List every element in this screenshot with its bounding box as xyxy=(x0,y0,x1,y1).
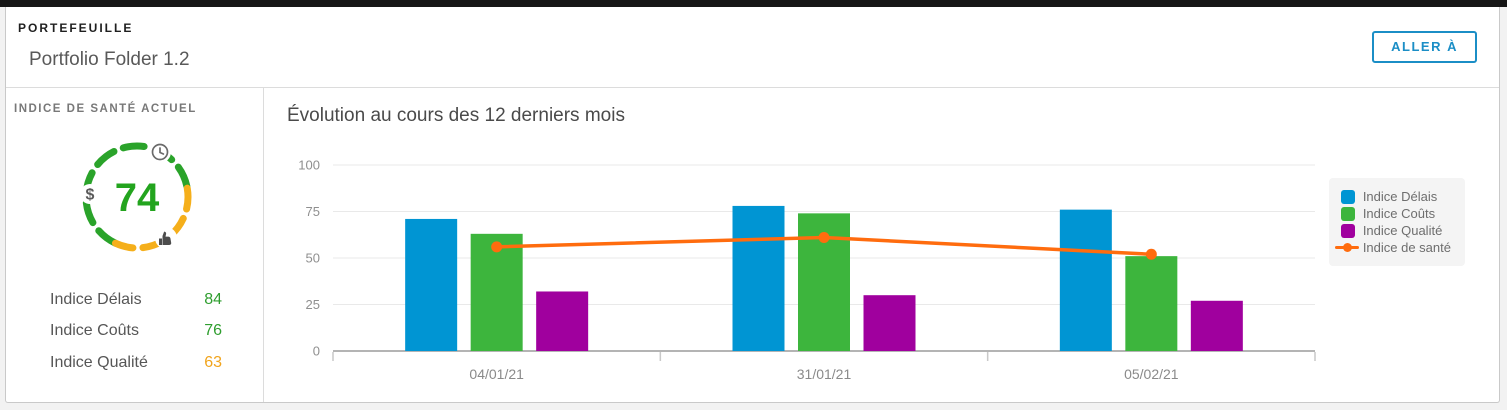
index-value: 84 xyxy=(204,290,222,308)
y-axis-label: 100 xyxy=(298,158,320,173)
widget-content: INDICE DE SANTÉ ACTUEL $ xyxy=(6,87,1499,402)
legend-swatch-green xyxy=(1340,206,1355,221)
bar[interactable] xyxy=(1190,300,1243,351)
line-point[interactable] xyxy=(491,241,503,253)
index-value: 63 xyxy=(204,353,222,371)
legend-label: Indice Coûts xyxy=(1362,206,1436,221)
legend-swatch-purple xyxy=(1340,223,1355,238)
y-axis-label: 0 xyxy=(313,344,320,359)
bar[interactable] xyxy=(405,218,458,351)
health-panel: INDICE DE SANTÉ ACTUEL $ xyxy=(6,88,264,402)
chart-panel: Évolution au cours des 12 derniers mois … xyxy=(264,88,1499,402)
line-point[interactable] xyxy=(1145,248,1157,260)
bar[interactable] xyxy=(1059,209,1112,351)
page-title: Portfolio Folder 1.2 xyxy=(29,49,190,70)
index-label: Indice Qualité xyxy=(50,353,148,371)
legend-label: Indice Qualité xyxy=(1362,223,1443,238)
bar[interactable] xyxy=(863,295,916,351)
widget-header: PORTEFEUILLE Portfolio Folder 1.2 ALLER … xyxy=(6,7,1499,87)
legend-line-dot xyxy=(1342,243,1352,252)
thumbs-up-icon xyxy=(155,227,177,249)
bar[interactable] xyxy=(470,233,523,351)
clock-icon xyxy=(149,141,171,163)
go-to-button[interactable]: ALLER À xyxy=(1372,31,1477,63)
evolution-chart: 0 25 50 75 100 04/01/21 31/01/21 05/02/21 xyxy=(298,158,1316,382)
index-row-qualite: Indice Qualité 63 xyxy=(6,347,263,379)
gauge-arc-green xyxy=(82,142,191,247)
gauge-score: 74 xyxy=(115,176,160,220)
health-panel-title: INDICE DE SANTÉ ACTUEL xyxy=(14,103,197,115)
x-axis-label: 31/01/21 xyxy=(797,366,852,382)
legend-line-glyph xyxy=(1334,243,1359,252)
legend-item-couts[interactable]: Indice Coûts xyxy=(1340,205,1451,222)
index-row-couts: Indice Coûts 76 xyxy=(6,316,263,348)
y-axis-label: 25 xyxy=(306,297,320,312)
dollar-icon: $ xyxy=(80,184,100,204)
bar[interactable] xyxy=(1125,256,1178,351)
legend-item-qualite[interactable]: Indice Qualité xyxy=(1340,222,1451,239)
indices-list: Indice Délais 84 Indice Coûts 76 Indice … xyxy=(6,284,263,379)
portfolio-widget-card: PORTEFEUILLE Portfolio Folder 1.2 ALLER … xyxy=(5,7,1500,403)
index-row-delais: Indice Délais 84 xyxy=(6,284,263,316)
legend-label: Indice de santé xyxy=(1362,240,1451,255)
index-label: Indice Délais xyxy=(50,290,142,308)
index-label: Indice Coûts xyxy=(50,322,139,340)
chart-title: Évolution au cours des 12 derniers mois xyxy=(287,105,625,126)
legend-label: Indice Délais xyxy=(1362,189,1438,204)
portfolio-eyebrow-label: PORTEFEUILLE xyxy=(18,21,134,35)
health-gauge: $ 74 xyxy=(62,122,212,272)
top-bar xyxy=(0,0,1507,7)
x-axis-label: 05/02/21 xyxy=(1124,366,1179,382)
x-axis-label: 04/01/21 xyxy=(469,366,524,382)
legend-swatch-blue xyxy=(1340,189,1355,204)
index-value: 76 xyxy=(204,322,222,340)
y-axis-label: 75 xyxy=(306,204,320,219)
bar[interactable] xyxy=(732,205,785,351)
bar[interactable] xyxy=(536,291,589,351)
legend-item-delais[interactable]: Indice Délais xyxy=(1340,188,1451,205)
line-point[interactable] xyxy=(818,232,830,244)
dollar-symbol: $ xyxy=(86,187,95,204)
y-axis-label: 50 xyxy=(306,251,320,266)
legend-item-sante[interactable]: Indice de santé xyxy=(1334,239,1451,256)
chart-legend: Indice Délais Indice Coûts Indice Qualit… xyxy=(1328,178,1465,266)
